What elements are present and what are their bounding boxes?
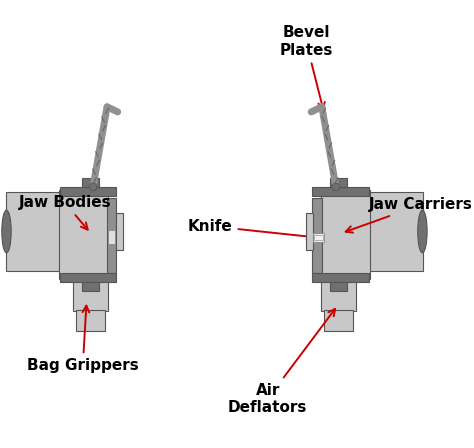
Bar bbox=[76, 310, 105, 332]
Bar bbox=[313, 233, 324, 242]
Bar bbox=[60, 273, 117, 282]
Bar bbox=[6, 192, 63, 271]
Text: Air
Deflators: Air Deflators bbox=[228, 309, 335, 415]
Bar bbox=[60, 187, 117, 196]
Bar bbox=[82, 282, 99, 291]
Circle shape bbox=[89, 183, 97, 191]
Bar bbox=[312, 198, 322, 273]
Bar bbox=[108, 230, 115, 244]
Bar bbox=[306, 213, 313, 250]
Bar bbox=[312, 187, 369, 196]
Bar bbox=[330, 178, 347, 187]
Ellipse shape bbox=[418, 210, 427, 253]
Text: Bag Grippers: Bag Grippers bbox=[27, 306, 139, 373]
Bar bbox=[107, 198, 117, 273]
Bar bbox=[321, 281, 356, 311]
Bar bbox=[82, 178, 99, 187]
Bar bbox=[116, 213, 123, 250]
Bar bbox=[366, 192, 423, 271]
Circle shape bbox=[332, 183, 340, 191]
Ellipse shape bbox=[2, 210, 11, 253]
Text: Bevel
Plates: Bevel Plates bbox=[279, 26, 333, 109]
Bar bbox=[312, 273, 369, 282]
Bar bbox=[330, 282, 347, 291]
Bar bbox=[314, 235, 323, 240]
Text: Jaw Bodies: Jaw Bodies bbox=[18, 195, 111, 230]
Bar bbox=[321, 190, 370, 280]
Bar bbox=[59, 190, 108, 280]
Bar bbox=[324, 310, 353, 332]
Text: Jaw Carriers: Jaw Carriers bbox=[346, 197, 473, 233]
Bar bbox=[73, 281, 108, 311]
Text: Knife: Knife bbox=[188, 219, 313, 240]
